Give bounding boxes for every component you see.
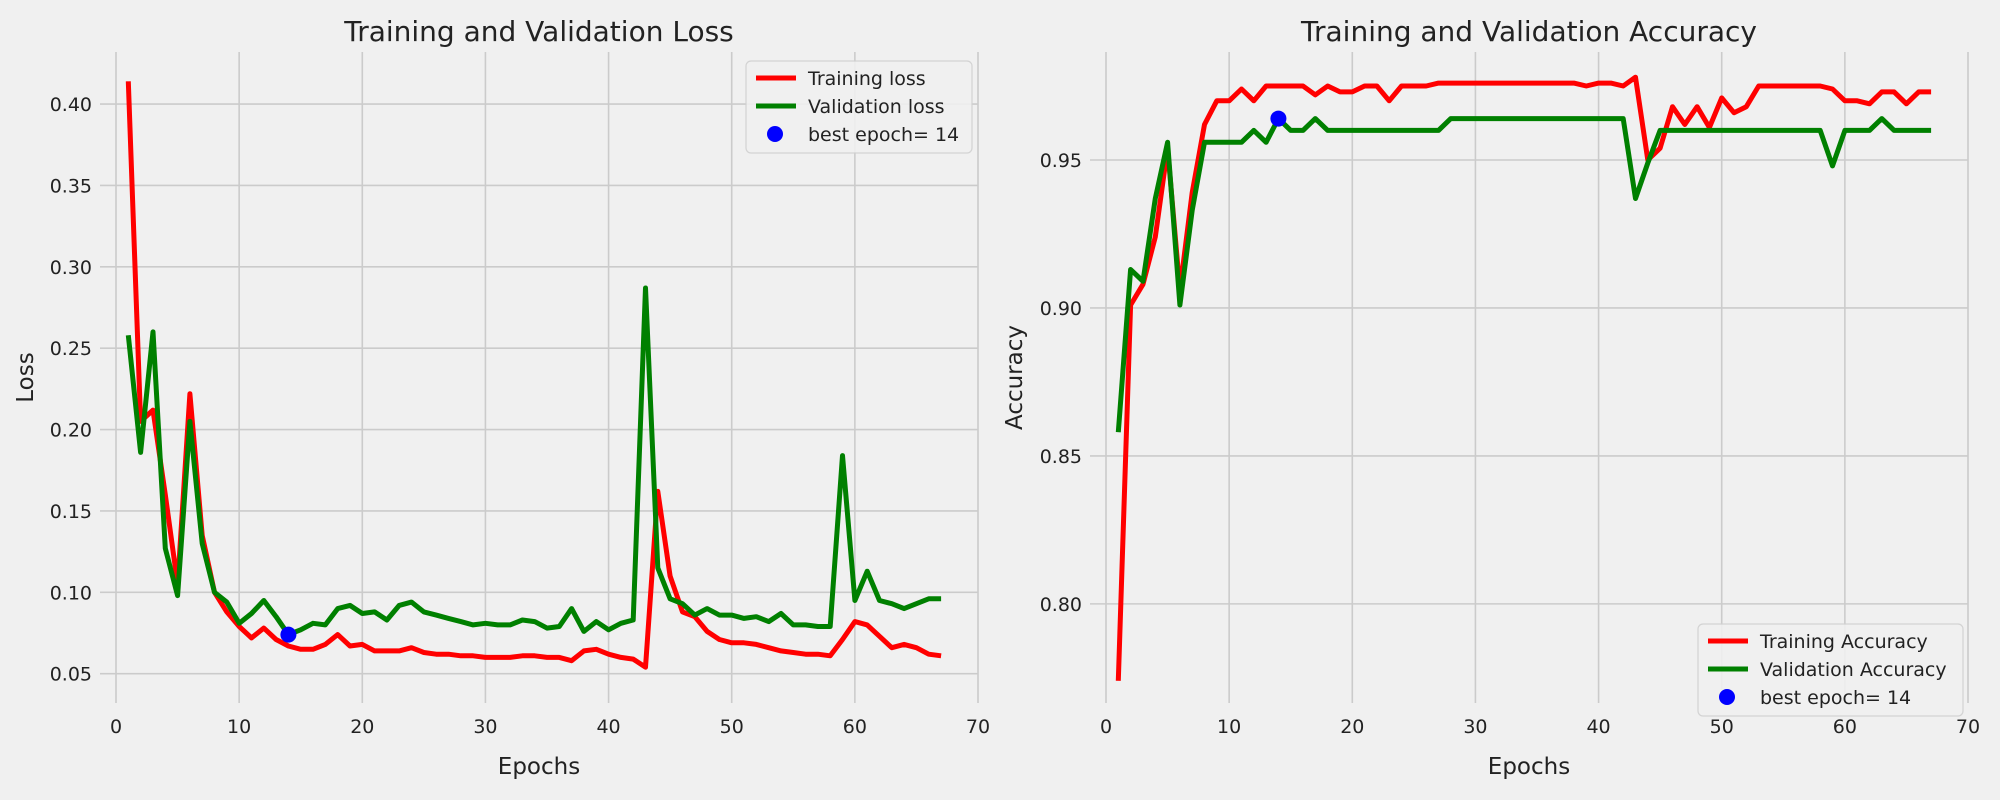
loss-x-tick-label: 40 (596, 716, 620, 738)
accuracy-legend: Training Accuracy Validation Accuracy best… (1697, 623, 1964, 717)
loss-y-tick-label: 0.15 (50, 501, 92, 523)
accuracy-x-tick-label: 30 (1463, 716, 1487, 738)
accuracy-series-line-validation (1115, 116, 1932, 433)
accuracy-best-epoch-marker (1270, 110, 1287, 127)
accuracy-legend-label: Training Accuracy (1759, 631, 1928, 653)
loss-legend-label: Training loss (807, 68, 926, 90)
accuracy-legend-label: Validation Accuracy (1760, 659, 1947, 681)
loss-x-tick-label: 70 (966, 716, 990, 738)
accuracy-chart: 0 10 20 30 40 50 60 70 0.80 0.85 0.90 0.95 Training… (1002, 15, 1980, 780)
loss-legend-label: Validation loss (808, 96, 945, 118)
loss-y-tick-label: 0.25 (50, 338, 92, 360)
loss-y-tick-label: 0.10 (50, 582, 92, 604)
accuracy-y-axis-label: Accuracy (1002, 325, 1028, 430)
accuracy-x-tick-label: 20 (1340, 716, 1364, 738)
accuracy-legend-box (1697, 623, 1964, 717)
loss-series-line-validation (125, 285, 942, 638)
accuracy-y-tick-label: 0.90 (1040, 298, 1082, 320)
loss-legend-box (745, 60, 973, 154)
loss-y-tick-label: 0.05 (50, 664, 92, 686)
loss-x-tick-label: 10 (227, 716, 251, 738)
loss-y-tick-label: 0.35 (50, 175, 92, 197)
loss-legend-best-label: best epoch= 14 (808, 124, 959, 146)
accuracy-y-tick-label: 0.95 (1040, 150, 1082, 172)
accuracy-x-tick-label: 50 (1710, 716, 1734, 738)
accuracy-series-line-training (1115, 74, 1932, 681)
accuracy-chart-title: Training and Validation Accuracy (1300, 15, 1757, 48)
loss-x-tick-label: 20 (350, 716, 374, 738)
loss-x-axis-label: Epochs (498, 754, 580, 780)
loss-best-epoch-marker (280, 626, 297, 643)
accuracy-legend-best-label: best epoch= 14 (1760, 687, 1911, 709)
loss-legend-best-marker (767, 126, 783, 142)
loss-y-tick-label: 0.20 (50, 420, 92, 442)
accuracy-x-tick-label: 40 (1586, 716, 1610, 738)
loss-legend: Training loss Validation loss best epoch= … (745, 60, 973, 154)
accuracy-y-tick-label: 0.85 (1040, 446, 1082, 468)
loss-y-tick-label: 0.40 (50, 94, 92, 116)
accuracy-x-axis-label: Epochs (1488, 754, 1570, 780)
loss-chart-title: Training and Validation Loss (343, 15, 734, 48)
loss-series-line-training (125, 81, 942, 670)
loss-y-tick-label: 0.30 (50, 257, 92, 279)
loss-x-tick-label: 60 (843, 716, 867, 738)
accuracy-y-tick-label: 0.80 (1040, 594, 1082, 616)
accuracy-x-tick-label: 60 (1833, 716, 1857, 738)
accuracy-legend-best-marker (1719, 689, 1735, 705)
loss-y-axis-label: Loss (13, 352, 39, 402)
loss-x-tick-label: 0 (110, 716, 122, 738)
accuracy-x-tick-label: 10 (1217, 716, 1241, 738)
loss-chart: 0 10 20 30 40 50 60 70 0.05 0.10 0.15 0.20 0.25 0.30 0… (13, 15, 990, 780)
loss-x-tick-label: 30 (473, 716, 497, 738)
accuracy-x-tick-label: 70 (1956, 716, 1980, 738)
accuracy-x-tick-label: 0 (1100, 716, 1112, 738)
loss-x-tick-label: 50 (720, 716, 744, 738)
